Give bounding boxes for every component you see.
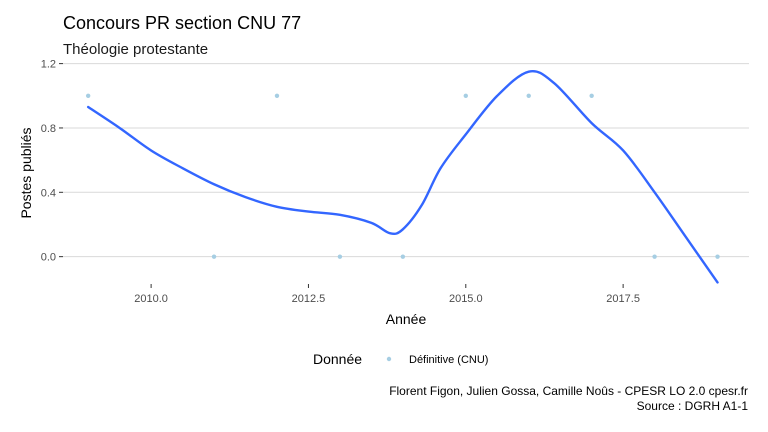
data-point xyxy=(715,254,720,259)
data-point xyxy=(589,93,594,98)
legend-entry-label: Définitive (CNU) xyxy=(409,354,488,366)
data-point xyxy=(400,254,406,259)
y-axis-label: Postes publiés xyxy=(18,127,34,218)
caption-source: Source : DGRH A1-1 xyxy=(636,399,748,413)
y-tick-label: 1.2 xyxy=(41,59,56,71)
smooth-trend-line xyxy=(86,69,719,284)
x-tick-label: 2010.0 xyxy=(134,293,168,305)
legend-title: Donnée xyxy=(313,351,362,367)
y-tick-label: 0.0 xyxy=(41,252,56,264)
y-tick-label: 0.8 xyxy=(41,123,56,135)
data-point xyxy=(211,254,217,259)
x-tick-label: 2017.5 xyxy=(606,293,640,305)
data-point xyxy=(463,93,468,98)
chart-title: Concours PR section CNU 77 xyxy=(63,13,302,33)
data-point xyxy=(274,93,280,98)
x-axis-label: Année xyxy=(386,311,427,327)
data-point xyxy=(337,254,343,259)
caption-credits: Florent Figon, Julien Gossa, Camille Noû… xyxy=(389,384,748,398)
data-point xyxy=(526,93,531,98)
x-tick-label: 2015.0 xyxy=(449,293,483,305)
x-tick-label: 2012.5 xyxy=(292,293,326,305)
data-point xyxy=(652,254,657,259)
data-point xyxy=(85,93,91,98)
chart-subtitle: Théologie protestante xyxy=(63,41,209,58)
y-tick-label: 0.4 xyxy=(41,187,56,199)
legend-key xyxy=(386,356,392,362)
